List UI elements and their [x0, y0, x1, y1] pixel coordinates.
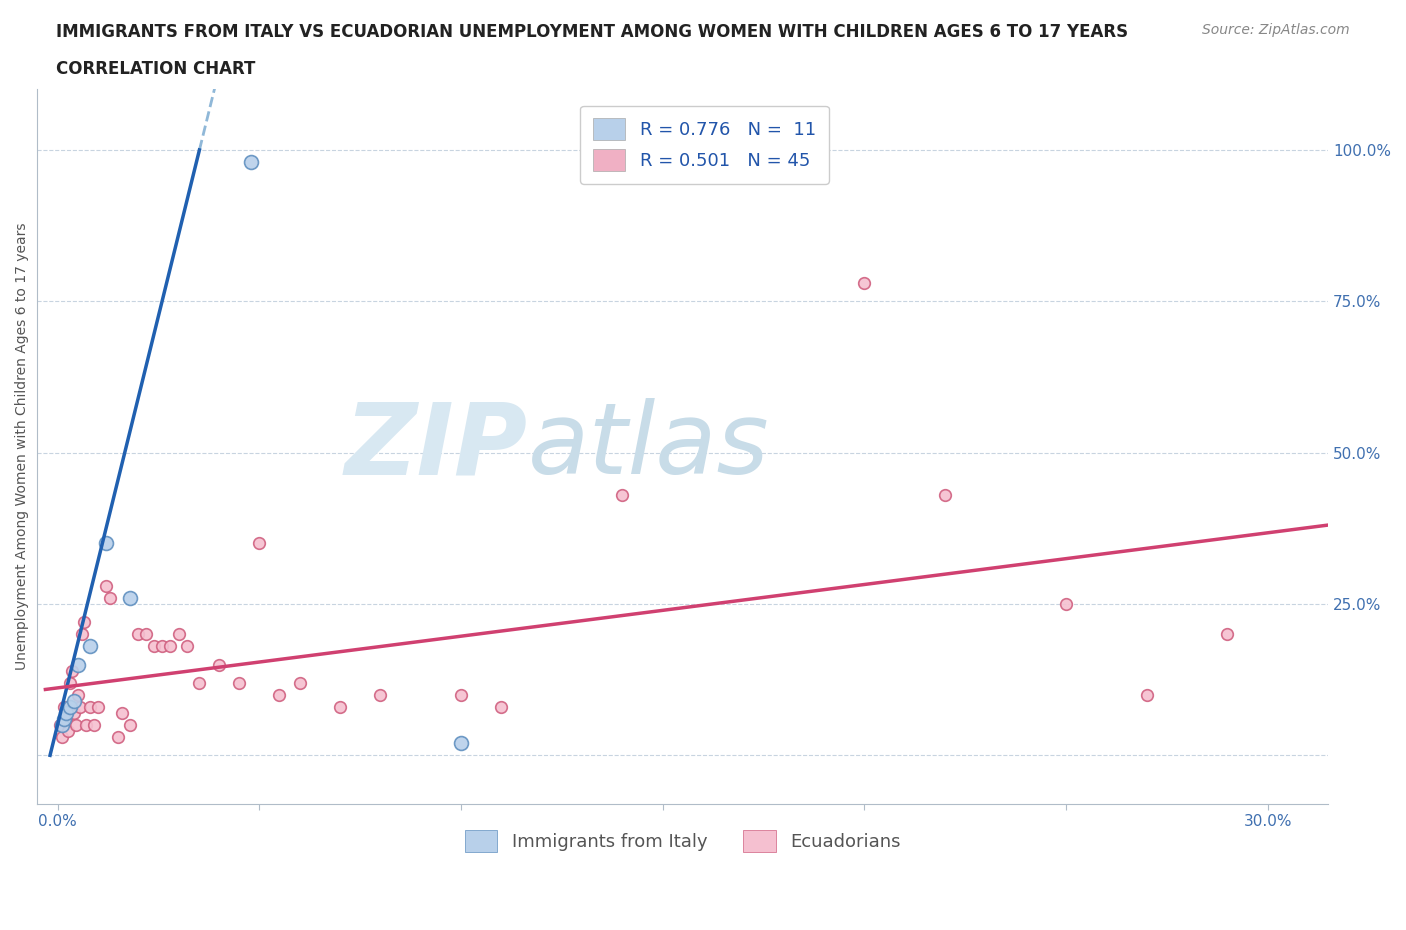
- Point: [329, 699, 352, 714]
- Point: [94, 536, 117, 551]
- Point: [269, 687, 291, 702]
- Text: IMMIGRANTS FROM ITALY VS ECUADORIAN UNEMPLOYMENT AMONG WOMEN WITH CHILDREN AGES : IMMIGRANTS FROM ITALY VS ECUADORIAN UNEM…: [56, 23, 1129, 41]
- Point: [73, 615, 96, 630]
- Point: [62, 706, 84, 721]
- Point: [59, 699, 82, 714]
- Point: [55, 711, 77, 726]
- Point: [150, 639, 173, 654]
- Point: [450, 687, 472, 702]
- Point: [143, 639, 166, 654]
- Point: [1136, 687, 1159, 702]
- Point: [107, 730, 129, 745]
- Point: [176, 639, 198, 654]
- Point: [48, 718, 70, 733]
- Point: [51, 718, 73, 733]
- Point: [111, 706, 134, 721]
- Legend: Immigrants from Italy, Ecuadorians: Immigrants from Italy, Ecuadorians: [457, 822, 908, 859]
- Point: [79, 639, 101, 654]
- Point: [83, 718, 105, 733]
- Point: [79, 699, 101, 714]
- Point: [56, 724, 79, 738]
- Point: [288, 675, 311, 690]
- Point: [247, 536, 270, 551]
- Point: [52, 699, 75, 714]
- Point: [98, 591, 121, 605]
- Point: [60, 663, 83, 678]
- Point: [127, 627, 149, 642]
- Point: [159, 639, 181, 654]
- Point: [240, 154, 263, 169]
- Point: [368, 687, 391, 702]
- Text: Source: ZipAtlas.com: Source: ZipAtlas.com: [1202, 23, 1350, 37]
- Point: [59, 675, 82, 690]
- Point: [1054, 596, 1077, 611]
- Point: [208, 658, 231, 672]
- Text: ZIP: ZIP: [344, 398, 527, 495]
- Y-axis label: Unemployment Among Women with Children Ages 6 to 17 years: Unemployment Among Women with Children A…: [15, 223, 30, 671]
- Point: [87, 699, 110, 714]
- Point: [66, 658, 89, 672]
- Point: [62, 694, 84, 709]
- Point: [450, 736, 472, 751]
- Point: [69, 699, 91, 714]
- Point: [120, 718, 142, 733]
- Point: [167, 627, 190, 642]
- Point: [66, 687, 89, 702]
- Text: atlas: atlas: [527, 398, 769, 495]
- Point: [1216, 627, 1239, 642]
- Point: [120, 591, 142, 605]
- Point: [228, 675, 250, 690]
- Point: [135, 627, 157, 642]
- Point: [94, 578, 117, 593]
- Point: [65, 718, 87, 733]
- Point: [52, 711, 75, 726]
- Point: [612, 487, 634, 502]
- Point: [51, 730, 73, 745]
- Point: [70, 627, 93, 642]
- Point: [853, 275, 876, 290]
- Point: [489, 699, 512, 714]
- Point: [75, 718, 97, 733]
- Point: [187, 675, 209, 690]
- Point: [55, 706, 77, 721]
- Point: [934, 487, 956, 502]
- Text: CORRELATION CHART: CORRELATION CHART: [56, 60, 256, 78]
